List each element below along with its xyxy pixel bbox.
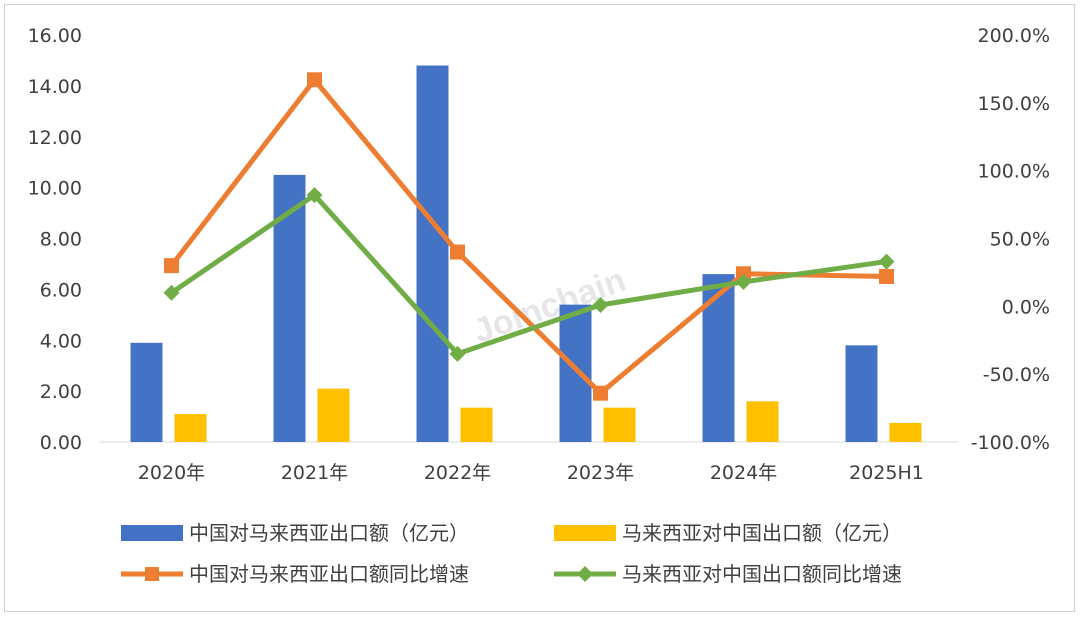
- bar-malaysia-export: [460, 407, 493, 442]
- chart-frame: [4, 4, 1075, 612]
- line-china-growth: [169, 77, 887, 396]
- y-axis-left: 16.00 14.00 12.00 10.00 8.00 6.00 4.00 2.00 0.00: [28, 25, 82, 454]
- y-left-tick: 12.00: [28, 127, 82, 149]
- y-right-tick: 50.0%: [990, 229, 1050, 251]
- bar-china-export: [845, 345, 878, 442]
- y-right-tick: 150.0%: [978, 93, 1050, 115]
- y-left-tick: 10.00: [28, 178, 82, 200]
- legend-label: 马来西亚对中国出口额同比增速: [622, 562, 902, 586]
- y-left-tick: 4.00: [40, 330, 82, 352]
- point-malaysia-growth: [306, 187, 323, 204]
- bars: [130, 65, 922, 443]
- x-tick-label: 2021年: [281, 462, 348, 484]
- point-malaysia-growth: [735, 273, 752, 290]
- point-malaysia-growth: [878, 253, 895, 270]
- legend-swatch: [554, 525, 616, 541]
- y-right-tick: -50.0%: [983, 364, 1050, 386]
- bar-malaysia-export: [889, 422, 922, 442]
- bar-china-export: [416, 65, 449, 443]
- point-china-growth: [593, 385, 608, 401]
- point-china-growth: [307, 72, 322, 88]
- bar-china-export: [559, 304, 592, 442]
- x-tick-label: 2024年: [710, 462, 777, 484]
- x-tick-label: 2025H1: [849, 462, 924, 484]
- legend-label: 中国对马来西亚出口额同比增速: [189, 562, 469, 586]
- y-left-tick: 16.00: [28, 25, 82, 47]
- legend-marker: [577, 566, 593, 582]
- legend: 中国对马来西亚出口额（亿元） 马来西亚对中国出口额（亿元） 中国对马来西亚出口额同比…: [121, 521, 902, 586]
- point-china-growth: [736, 266, 751, 282]
- y-right-tick: 0.0%: [1002, 296, 1050, 318]
- bar-malaysia-export: [603, 407, 636, 442]
- point-china-growth: [879, 268, 894, 284]
- point-malaysia-growth: [163, 284, 180, 301]
- legend-label: 中国对马来西亚出口额（亿元）: [189, 521, 469, 545]
- y-left-tick: 2.00: [40, 381, 82, 403]
- legend-swatch: [121, 525, 183, 541]
- lines: [163, 72, 895, 401]
- point-malaysia-growth: [449, 345, 466, 362]
- bar-malaysia-export: [746, 401, 779, 442]
- y-right-tick: 200.0%: [978, 25, 1050, 47]
- x-axis-labels: 2020年 2021年 2022年 2023年 2024年 2025H1: [138, 462, 924, 484]
- y-left-tick: 0.00: [40, 432, 82, 454]
- bar-china-export: [130, 342, 163, 442]
- bar-malaysia-export: [174, 414, 207, 442]
- point-china-growth: [450, 244, 465, 260]
- y-left-tick: 8.00: [40, 229, 82, 251]
- legend-label: 马来西亚对中国出口额（亿元）: [622, 521, 902, 545]
- bar-malaysia-export: [317, 388, 350, 442]
- point-china-growth: [164, 258, 179, 274]
- y-right-tick: -100.0%: [971, 432, 1050, 454]
- point-malaysia-growth: [592, 296, 609, 313]
- y-axis-right: 200.0% 150.0% 100.0% 50.0% 0.0% -50.0% -100.0%: [971, 25, 1050, 454]
- legend-marker: [145, 567, 159, 581]
- y-left-tick: 14.00: [28, 76, 82, 98]
- x-tick-label: 2023年: [567, 462, 634, 484]
- x-tick-label: 2022年: [424, 462, 491, 484]
- line-malaysia-growth: [170, 192, 887, 357]
- y-left-tick: 6.00: [40, 279, 82, 301]
- y-right-tick: 100.0%: [978, 161, 1050, 183]
- x-tick-label: 2020年: [138, 462, 205, 484]
- bar-china-export: [702, 274, 735, 442]
